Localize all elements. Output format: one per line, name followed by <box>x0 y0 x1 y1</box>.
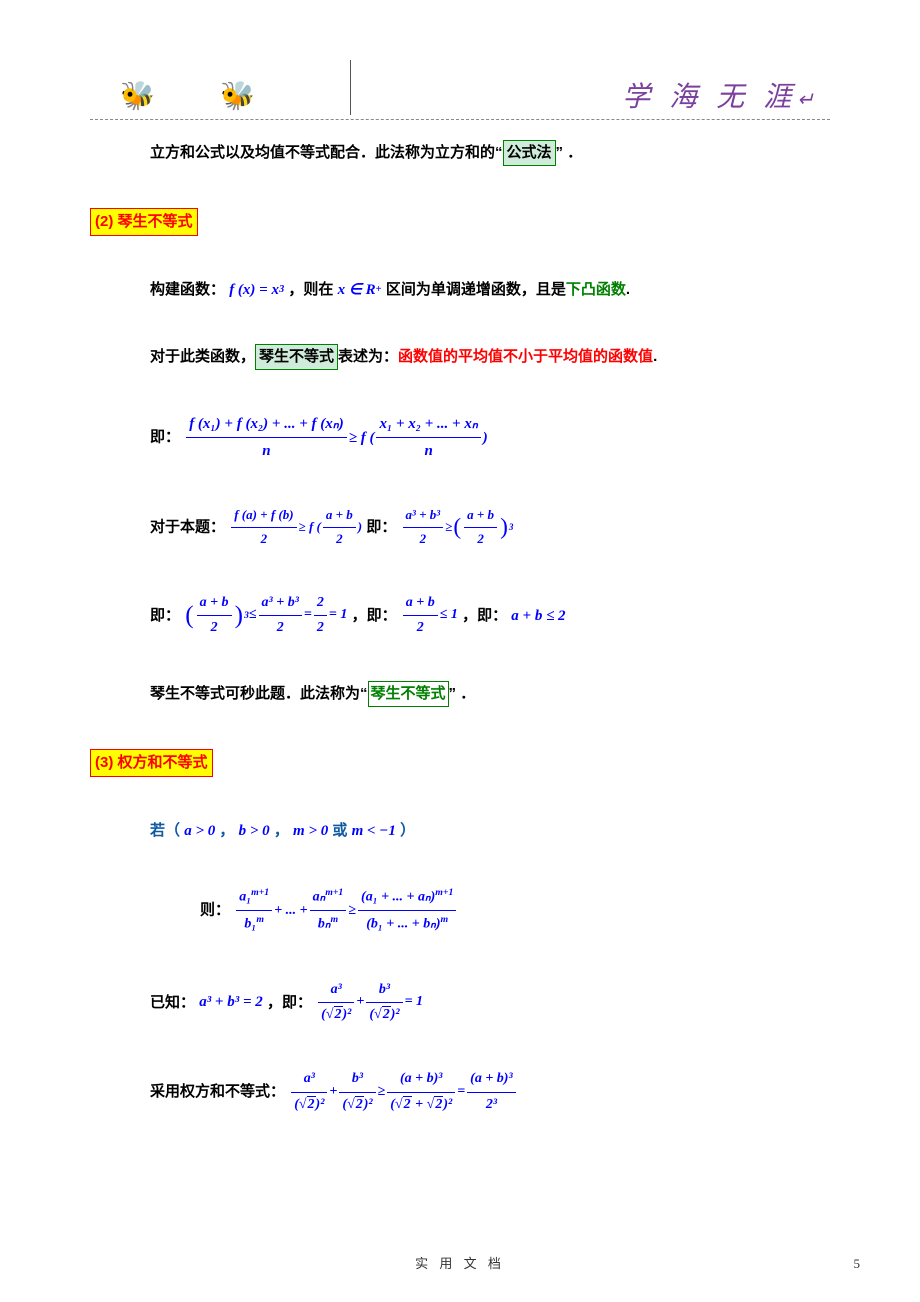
l3a-m4: m < −1 <box>352 819 396 843</box>
brand-label: 学 海 无 涯 <box>622 82 797 113</box>
sec2-label: (2) 琴生不等式 <box>90 208 198 236</box>
line-3a: 若（ a > 0 ， b > 0 ， m > 0 或 m < −1 ） <box>90 819 830 843</box>
l2e-t3: ，即： <box>462 606 507 623</box>
brand-text: 学 海 无 涯↵ <box>622 75 820 115</box>
brand-arrow-icon: ↵ <box>797 89 820 111</box>
l1-pre: 立方和公式以及均值不等式配合．此法称为立方和的“ <box>150 144 503 161</box>
l1-box: 公式法 <box>503 140 556 166</box>
l2e-m3: a + b ≤ 2 <box>511 604 565 628</box>
l3d-t1: 采用权方和不等式： <box>150 1083 285 1100</box>
l3a-t1: 若（ <box>150 822 180 839</box>
footer-text: 实 用 文 档 <box>0 1253 920 1272</box>
section-3-heading: (3) 权方和不等式 <box>90 749 830 777</box>
l3b-math: a₁m+1 b₁m + ... + aₙm+1 bₙm ≥ (a₁ + ... … <box>234 885 458 936</box>
sec3-label: (3) 权方和不等式 <box>90 749 213 777</box>
bee-icon-2: 🐝 <box>220 79 255 112</box>
l3a-m3: m > 0 <box>293 819 328 843</box>
l3d-math: a³ (2)² + b³ (2)² ≥ (a + b)³ (2 + 2)² = … <box>289 1068 517 1116</box>
l1-post: ” ． <box>556 144 583 161</box>
l2d-t1: 对于本题： <box>150 518 225 535</box>
line-2a: 构建函数： f (x) = x3 ，则在 x ∈ R+ 区间为单调递增函数，且是… <box>90 278 830 302</box>
l2a-t1: 构建函数： <box>150 281 225 298</box>
l3b-label: 则： <box>200 902 230 919</box>
l2b-t2: 表述为： <box>338 348 398 365</box>
l2a-t2: ，则在 <box>288 281 337 298</box>
page-header: 🐝 🐝 学 海 无 涯↵ <box>90 60 830 120</box>
line-3d: 采用权方和不等式： a³ (2)² + b³ (2)² ≥ (a + b)³ (… <box>90 1068 830 1116</box>
line-3b: 则： a₁m+1 b₁m + ... + aₙm+1 bₙm ≥ (a₁ + .… <box>90 885 830 936</box>
header-divider <box>90 119 830 120</box>
l2e-t2: ，即： <box>352 606 397 623</box>
line-2c: 即： f (x₁) + f (x₂) + ... + f (xₙ)n ≥ f (… <box>90 412 830 463</box>
l2b-red: 函数值的平均值不小于平均值的函数值 <box>398 348 653 365</box>
l3a-t2: 或 <box>332 822 351 839</box>
content-body: 立方和公式以及均值不等式配合．此法称为立方和的“公式法” ． (2) 琴生不等式… <box>90 130 830 1116</box>
l3c-t2: ，即： <box>267 993 312 1010</box>
l3a-t3: ） <box>400 822 415 839</box>
page-number: 5 <box>854 1256 861 1272</box>
l2a-t4: . <box>626 281 630 298</box>
line-2b: 对于此类函数，琴生不等式表述为：函数值的平均值不小于平均值的函数值. <box>90 344 830 370</box>
l2b-t3: . <box>653 348 657 365</box>
l2e-math: ( a + b2 )3 ≤ a³ + b³2 = 22 = 1 <box>184 592 347 640</box>
l2b-t1: 对于此类函数， <box>150 348 255 365</box>
l3a-c2: ， <box>274 822 289 839</box>
line-1: 立方和公式以及均值不等式配合．此法称为立方和的“公式法” ． <box>90 140 830 166</box>
l2f-t1: 琴生不等式可秒此题．此法称为“ <box>150 685 368 702</box>
l2e-t1: 即： <box>150 606 180 623</box>
l2b-box: 琴生不等式 <box>255 344 338 370</box>
l3c-m1: a³ + b³ = 2 <box>199 990 263 1014</box>
l2f-box: 琴生不等式 <box>368 681 449 707</box>
document-page: 🐝 🐝 学 海 无 涯↵ 立方和公式以及均值不等式配合．此法称为立方和的“公式法… <box>0 0 920 1302</box>
l2f-t2: ” ． <box>449 685 476 702</box>
l3a-m2: b > 0 <box>239 819 270 843</box>
l2c-math: f (x₁) + f (x₂) + ... + f (xₙ)n ≥ f ( x₁… <box>184 412 488 463</box>
l2a-m1: f (x) = x3 <box>229 278 284 302</box>
l2c-label: 即： <box>150 429 180 446</box>
l3a-c1: ， <box>219 822 234 839</box>
l2a-t3: 区间为单调递增函数，且是 <box>386 281 566 298</box>
l2a-m2: x ∈ R+ <box>338 278 382 302</box>
l3c-t1: 已知： <box>150 993 195 1010</box>
section-2-heading: (2) 琴生不等式 <box>90 208 830 236</box>
line-2e: 即： ( a + b2 )3 ≤ a³ + b³2 = 22 = 1 ，即： a… <box>90 592 830 640</box>
line-2d: 对于本题： f (a) + f (b)2 ≥ f ( a + b2 ) 即： a… <box>90 505 830 550</box>
l2d-t2: 即： <box>366 518 396 535</box>
l2e-m2: a + b2 ≤ 1 <box>401 592 458 640</box>
header-vertical-rule <box>350 60 351 115</box>
line-3c: 已知： a³ + b³ = 2 ，即： a³ (2)² + b³ (2)² = … <box>90 979 830 1027</box>
line-2f: 琴生不等式可秒此题．此法称为“琴生不等式” ． <box>90 681 830 707</box>
l2d-m1: f (a) + f (b)2 ≥ f ( a + b2 ) <box>229 505 362 550</box>
l3a-m1: a > 0 <box>184 819 215 843</box>
l2a-green: 下凸函数 <box>566 281 626 298</box>
l3c-m2: a³ (2)² + b³ (2)² = 1 <box>316 979 423 1027</box>
bee-icon-1: 🐝 <box>120 79 155 112</box>
l2d-m2: a³ + b³2 ≥ ( a + b2 )3 <box>401 505 514 550</box>
